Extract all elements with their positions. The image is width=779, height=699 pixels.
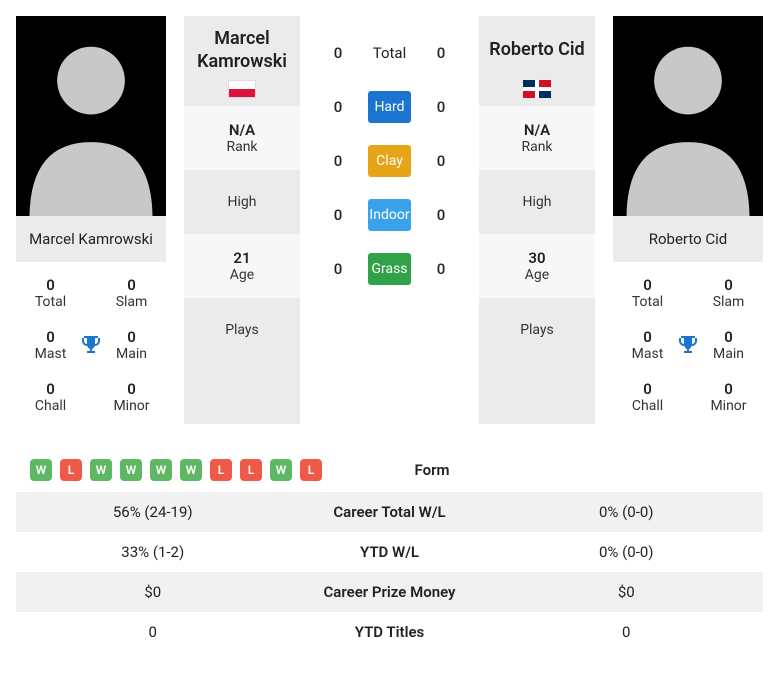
- player2-name-heading: Roberto Cid: [483, 26, 591, 74]
- form-win-badge: W: [270, 459, 292, 481]
- player2-titles-mast: 0 Mast: [619, 328, 676, 362]
- player2-titles-total: 0 Total: [619, 276, 676, 310]
- surface-indoor-chip[interactable]: Indoor: [368, 199, 411, 231]
- form-loss-badge: L: [300, 459, 322, 481]
- head-to-head-column: 0 Total 0 0 Hard 0 0 Clay 0 0 Indoor 0 0…: [318, 16, 461, 424]
- player2-titles-chall: 0 Chall: [619, 380, 676, 414]
- comparison-row: $0 Career Prize Money $0: [16, 572, 763, 612]
- h2h-grass-row: 0 Grass 0: [318, 242, 461, 296]
- player2-plays: Plays: [479, 298, 595, 362]
- player1-titles-total: 0 Total: [22, 276, 79, 310]
- player1-column: Marcel Kamrowski 0 Total 0 Slam 0 Mast 0…: [16, 16, 166, 424]
- comparison-row: 33% (1-2) YTD W/L 0% (0-0): [16, 532, 763, 572]
- player2-titles-slam: 0 Slam: [700, 276, 757, 310]
- player1-titles-minor: 0 Minor: [103, 380, 160, 414]
- player2-name-card: Roberto Cid: [613, 216, 763, 262]
- player1-photo: [16, 16, 166, 216]
- player1-titles-chall: 0 Chall: [22, 380, 79, 414]
- surface-grass-chip[interactable]: Grass: [368, 253, 411, 285]
- player2-age: 30 Age: [479, 234, 595, 298]
- flag-dominican-republic-icon: [523, 80, 551, 98]
- trophy-icon: [79, 328, 103, 362]
- player1-titles-main: 0 Main: [103, 328, 160, 362]
- form-loss-badge: L: [210, 459, 232, 481]
- surface-hard-chip[interactable]: Hard: [368, 91, 411, 123]
- player2-titles-main: 0 Main: [700, 328, 757, 362]
- player1-name-card: Marcel Kamrowski: [16, 216, 166, 262]
- h2h-clay-row: 0 Clay 0: [318, 134, 461, 188]
- player1-info-card: Marcel Kamrowski N/A Rank High 21 Age Pl…: [184, 16, 300, 424]
- comparison-row-form: WLWWWWLLWL Form: [16, 448, 763, 492]
- surface-clay-chip[interactable]: Clay: [368, 145, 411, 177]
- player2-column: Roberto Cid 0 Total 0 Slam 0 Mast 0 Main: [613, 16, 763, 424]
- player1-plays: Plays: [184, 298, 300, 362]
- player1-high: High: [184, 170, 300, 234]
- form-loss-badge: L: [240, 459, 262, 481]
- player1-age: 21 Age: [184, 234, 300, 298]
- player2-titles: 0 Total 0 Slam 0 Mast 0 Main 0 Chall: [613, 262, 763, 424]
- comparison-row: 0 YTD Titles 0: [16, 612, 763, 652]
- player1-form-badges: WLWWWWLLWL: [26, 459, 322, 481]
- form-win-badge: W: [90, 459, 112, 481]
- comparison-row: 56% (24-19) Career Total W/L 0% (0-0): [16, 492, 763, 532]
- trophy-icon: [676, 328, 700, 362]
- flag-poland-icon: [228, 80, 256, 98]
- player2-info-card: Roberto Cid N/A Rank High 30 Age Plays: [479, 16, 595, 424]
- form-win-badge: W: [150, 459, 172, 481]
- comparison-table: WLWWWWLLWL Form 56% (24-19) Career Total…: [16, 448, 763, 652]
- player1-titles-mast: 0 Mast: [22, 328, 79, 362]
- form-win-badge: W: [180, 459, 202, 481]
- h2h-hard-row: 0 Hard 0: [318, 80, 461, 134]
- player2-high: High: [479, 170, 595, 234]
- player1-name-heading: Marcel Kamrowski: [188, 26, 296, 74]
- player2-rank: N/A Rank: [479, 106, 595, 170]
- form-win-badge: W: [120, 459, 142, 481]
- player2-photo: [613, 16, 763, 216]
- h2h-total-row: 0 Total 0: [318, 26, 461, 80]
- player1-rank: N/A Rank: [184, 106, 300, 170]
- player1-titles-slam: 0 Slam: [103, 276, 160, 310]
- form-loss-badge: L: [60, 459, 82, 481]
- form-win-badge: W: [30, 459, 52, 481]
- player2-titles-minor: 0 Minor: [700, 380, 757, 414]
- h2h-indoor-row: 0 Indoor 0: [318, 188, 461, 242]
- player1-titles: 0 Total 0 Slam 0 Mast 0 Main 0 Chall: [16, 262, 166, 424]
